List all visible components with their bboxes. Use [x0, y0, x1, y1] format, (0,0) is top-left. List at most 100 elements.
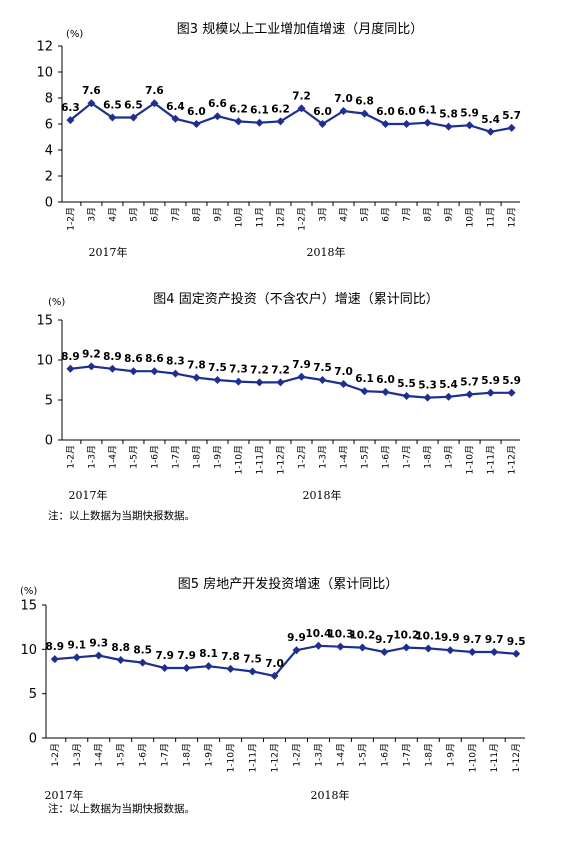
data-label: 7.3 — [229, 364, 248, 376]
x-tick-label: 8月 — [423, 207, 434, 222]
data-point — [292, 646, 301, 655]
data-point — [465, 390, 474, 399]
data-point — [150, 367, 159, 376]
y-axis-unit: (%) — [66, 29, 83, 40]
x-tick-label: 1-11月 — [486, 445, 497, 474]
chart-4: 图4 固定资产投资（不含农户）增速（累计同比） (%) 0 5 10 15 1-2月 1-3月… — [36, 291, 520, 522]
x-tick-label: 1-2月 — [291, 743, 302, 767]
data-label: 9.9 — [287, 632, 306, 644]
data-label: 7.6 — [82, 85, 101, 97]
data-point — [314, 641, 323, 650]
x-tick-label: 11月 — [254, 207, 265, 227]
data-label: 6.2 — [229, 103, 248, 115]
x-tick-label: 4月 — [107, 207, 118, 222]
y-tick-label: 12 — [36, 40, 53, 55]
x-tick-label: 1-9月 — [204, 743, 215, 767]
data-point — [171, 369, 180, 378]
x-tick-label: 5月 — [360, 207, 371, 222]
data-point — [138, 658, 147, 667]
data-label: 7.6 — [145, 85, 164, 97]
x-tick-label: 1-6月 — [138, 743, 149, 767]
x-tick-label: 1-12月 — [275, 445, 286, 474]
x-tick-label: 5月 — [128, 207, 139, 222]
data-label: 9.5 — [507, 636, 526, 648]
data-point — [490, 647, 499, 656]
data-point — [150, 99, 159, 108]
data-point — [276, 117, 285, 126]
data-point — [423, 393, 432, 402]
data-point — [468, 647, 477, 656]
data-point — [358, 643, 367, 652]
data-label: 6.1 — [250, 105, 269, 117]
data-point — [336, 642, 345, 651]
data-point — [234, 377, 243, 386]
x-tick-label: 1-9月 — [445, 743, 456, 767]
chart-title: 图4 固定资产投资（不含农户）增速（累计同比） — [153, 291, 438, 307]
data-point — [444, 392, 453, 401]
data-label: 6.6 — [208, 98, 227, 110]
data-point — [402, 392, 411, 400]
x-tick-label: 11月 — [486, 207, 497, 227]
data-point — [108, 113, 117, 122]
data-label: 7.8 — [187, 360, 206, 372]
x-tick-label: 1-12月 — [270, 743, 281, 772]
y-tick-label: 15 — [20, 599, 37, 614]
y-tick-label: 5 — [29, 687, 37, 702]
data-point — [255, 118, 264, 127]
data-label: 6.0 — [187, 106, 206, 118]
data-point — [486, 388, 495, 397]
data-point — [204, 662, 213, 671]
data-label: 8.3 — [166, 356, 185, 368]
data-label: 7.0 — [334, 366, 353, 378]
x-tick-label: 3月 — [318, 207, 329, 222]
y-tick-label: 0 — [45, 196, 53, 211]
data-point — [381, 388, 390, 396]
data-label: 8.5 — [133, 645, 152, 657]
data-point — [276, 378, 285, 387]
year-label: 2017年 — [69, 488, 108, 502]
data-point — [339, 380, 348, 388]
data-point — [248, 667, 257, 676]
x-tick-label: 9月 — [444, 207, 455, 222]
x-tick-label: 4月 — [339, 207, 350, 222]
data-label: 10.4 — [305, 628, 331, 640]
x-tick-label: 1-8月 — [423, 743, 434, 767]
x-tick-label: 1-8月 — [423, 445, 434, 469]
x-tick-label: 1-4月 — [107, 445, 118, 469]
y-axis-unit: (%) — [20, 586, 37, 597]
y-tick-label: 2 — [45, 170, 53, 185]
data-label: 5.7 — [460, 376, 479, 388]
data-label: 9.2 — [82, 348, 101, 360]
data-label: 8.9 — [103, 351, 122, 363]
data-point — [380, 647, 389, 656]
series-line — [70, 365, 512, 399]
x-tick-label: 1-2月 — [297, 445, 308, 469]
data-label: 8.6 — [124, 353, 143, 365]
x-tick-label: 1-4月 — [94, 743, 105, 767]
data-point — [160, 663, 169, 672]
x-tick-label: 1-8月 — [182, 743, 193, 767]
data-label: 7.8 — [221, 651, 240, 663]
x-tick-label: 1-2月 — [65, 445, 76, 469]
y-tick-label: 6 — [45, 118, 53, 133]
y-tick-label: 0 — [29, 732, 37, 747]
data-label: 7.2 — [292, 90, 311, 102]
data-label: 7.9 — [292, 359, 311, 371]
data-point — [116, 655, 125, 664]
year-label: 2018年 — [303, 488, 342, 502]
y-tick-label: 5 — [45, 394, 53, 409]
year-label: 2017年 — [89, 245, 128, 259]
x-tick-label: 1-6月 — [381, 445, 392, 469]
data-point — [213, 112, 222, 121]
data-point — [297, 104, 306, 113]
x-tick-label: 1-4月 — [339, 445, 350, 469]
x-tick-label: 12月 — [507, 207, 518, 227]
data-label: 6.8 — [355, 96, 374, 108]
data-point — [339, 107, 348, 115]
x-tick-label: 1-10月 — [233, 445, 244, 474]
data-label: 7.9 — [155, 650, 174, 662]
x-tick-label: 1-2月 — [50, 743, 61, 767]
data-point — [512, 649, 521, 658]
data-label: 8.1 — [199, 648, 218, 660]
year-label: 2018年 — [311, 788, 350, 802]
